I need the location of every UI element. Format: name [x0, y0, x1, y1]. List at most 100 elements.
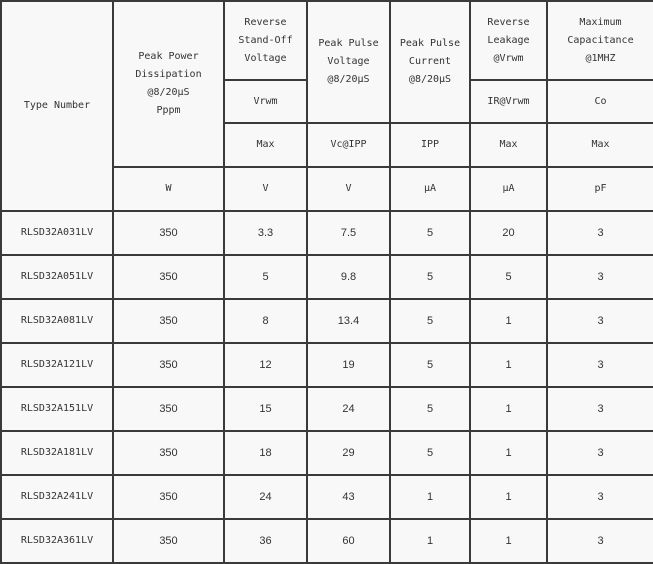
cell-standoff-voltage: 8	[223, 298, 308, 344]
cell-capacitance: 3	[546, 474, 653, 520]
header-line: Pppm	[156, 105, 181, 116]
header-peak-pulse-voltage: Peak Pulse Voltage @8/20μS	[306, 0, 391, 124]
cell-clamping-voltage: 29	[306, 430, 391, 476]
unit-row: W V V μA μA pF	[1, 166, 653, 212]
cell-type-number: RLSD32A121LV	[0, 342, 114, 388]
table-row: RLSD32A031LV 350 3.3 7.5 5 20 3	[0, 210, 653, 256]
header-line: @Vrwm	[493, 52, 524, 64]
header-line: @8/20μS	[327, 74, 370, 85]
header-row: Type Number Peak Power Dissipation @8/20…	[0, 0, 653, 212]
symbol-ir: IR@Vrwm	[469, 79, 548, 124]
header-line: Leakage	[487, 34, 530, 46]
cell-clamping-voltage: 60	[306, 518, 391, 564]
cell-capacitance: 3	[546, 342, 653, 388]
condition-current: IPP	[389, 122, 471, 168]
unit-current: μA	[389, 166, 471, 212]
condition-leakage: Max	[469, 122, 548, 168]
header-reverse-leakage: Reverse Leakage @Vrwm	[469, 0, 548, 81]
header-peak-power: Peak Power Dissipation @8/20μS Pppm	[112, 0, 225, 168]
cell-peak-current: 1	[389, 474, 471, 520]
condition-standoff: Max	[223, 122, 308, 168]
cell-peak-power: 350	[112, 430, 225, 476]
table-row: RLSD32A151LV 350 15 24 5 1 3	[0, 386, 653, 432]
header-line: Capacitance	[567, 34, 634, 46]
table-row: RLSD32A361LV 350 36 60 1 1 3	[0, 518, 653, 564]
header-line: Dissipation	[135, 69, 202, 80]
cell-peak-power: 350	[112, 518, 225, 564]
cell-capacitance: 3	[546, 210, 653, 256]
cell-type-number: RLSD32A241LV	[0, 474, 114, 520]
table-row: RLSD32A241LV 350 24 43 1 1 3	[0, 474, 653, 520]
cell-standoff-voltage: 15	[223, 386, 308, 432]
cell-peak-power: 350	[112, 342, 225, 388]
cell-peak-current: 5	[389, 210, 471, 256]
cell-capacitance: 3	[546, 518, 653, 564]
cell-peak-current: 5	[389, 342, 471, 388]
cell-leakage-current: 1	[469, 298, 548, 344]
cell-standoff-voltage: 3.3	[223, 210, 308, 256]
cell-capacitance: 3	[546, 298, 653, 344]
unit-capacitance: pF	[546, 166, 653, 212]
cell-peak-power: 350	[112, 254, 225, 300]
header-peak-pulse-current: Peak Pulse Current @8/20μS	[389, 0, 471, 124]
header-line: Maximum	[579, 16, 622, 28]
header-type-number: Type Number	[0, 0, 114, 212]
cell-peak-current: 5	[389, 430, 471, 476]
cell-standoff-voltage: 24	[223, 474, 308, 520]
table-row: RLSD32A051LV 350 5 9.8 5 5 3	[0, 254, 653, 300]
cell-standoff-voltage: 18	[223, 430, 308, 476]
cell-standoff-voltage: 12	[223, 342, 308, 388]
cell-peak-power: 350	[112, 298, 225, 344]
cell-capacitance: 3	[546, 386, 653, 432]
cell-peak-current: 5	[389, 254, 471, 300]
cell-leakage-current: 20	[469, 210, 548, 256]
cell-type-number: RLSD32A051LV	[0, 254, 114, 300]
cell-peak-current: 5	[389, 298, 471, 344]
header-line: Voltage	[244, 52, 287, 64]
header-line: Reverse	[244, 16, 287, 28]
condition-capacitance: Max	[546, 122, 653, 168]
unit-leakage: μA	[469, 166, 548, 212]
cell-clamping-voltage: 7.5	[306, 210, 391, 256]
cell-leakage-current: 1	[469, 386, 548, 432]
header-line: @8/20μS	[408, 74, 452, 85]
cell-clamping-voltage: 24	[306, 386, 391, 432]
header-label: Type Number	[23, 100, 91, 111]
cell-clamping-voltage: 43	[306, 474, 391, 520]
cell-peak-power: 350	[112, 474, 225, 520]
header-line: Peak Pulse	[318, 38, 379, 49]
unit-voltage: V	[306, 166, 391, 212]
symbol-row: Vrwm IR@Vrwm Co	[1, 79, 653, 124]
header-line: @8/20μS	[147, 87, 190, 98]
cell-type-number: RLSD32A361LV	[0, 518, 114, 564]
header-reverse-standoff: Reverse Stand-Off Voltage	[223, 0, 308, 81]
cell-leakage-current: 1	[469, 342, 548, 388]
cell-capacitance: 3	[546, 430, 653, 476]
header-line: @1MHZ	[585, 52, 616, 64]
cell-leakage-current: 1	[469, 518, 548, 564]
symbol-co: Co	[546, 79, 653, 124]
cell-type-number: RLSD32A081LV	[0, 298, 114, 344]
header-line: Peak Pulse	[399, 38, 461, 49]
cell-type-number: RLSD32A031LV	[0, 210, 114, 256]
cell-peak-current: 5	[389, 386, 471, 432]
unit-power: W	[112, 166, 225, 212]
header-line: Voltage	[327, 56, 370, 67]
cell-peak-power: 350	[112, 210, 225, 256]
cell-leakage-current: 1	[469, 474, 548, 520]
cell-standoff-voltage: 36	[223, 518, 308, 564]
cell-clamping-voltage: 9.8	[306, 254, 391, 300]
cell-leakage-current: 1	[469, 430, 548, 476]
unit-standoff: V	[223, 166, 308, 212]
cell-leakage-current: 5	[469, 254, 548, 300]
header-line: Reverse	[487, 16, 530, 28]
cell-peak-current: 1	[389, 518, 471, 564]
cell-peak-power: 350	[112, 386, 225, 432]
cell-type-number: RLSD32A181LV	[0, 430, 114, 476]
condition-voltage: Vc@IPP	[306, 122, 391, 168]
cell-type-number: RLSD32A151LV	[0, 386, 114, 432]
condition-row: Max Vc@IPP IPP Max Max	[1, 122, 653, 168]
symbol-vrwm: Vrwm	[223, 79, 308, 124]
cell-standoff-voltage: 5	[223, 254, 308, 300]
